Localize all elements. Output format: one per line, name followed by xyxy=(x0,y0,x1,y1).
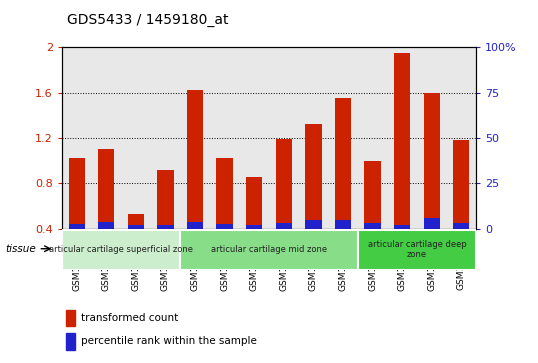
Bar xyxy=(62,229,180,270)
Bar xyxy=(305,220,322,229)
Bar xyxy=(358,47,387,229)
Bar xyxy=(187,90,203,229)
Bar xyxy=(180,229,358,270)
Bar xyxy=(453,140,470,229)
Bar xyxy=(275,139,292,229)
Bar xyxy=(157,225,174,229)
Bar xyxy=(246,176,263,229)
Bar xyxy=(417,47,447,229)
Bar xyxy=(328,47,358,229)
Text: articular cartilage superficial zone: articular cartilage superficial zone xyxy=(49,245,193,254)
Bar xyxy=(157,170,174,229)
Bar xyxy=(447,47,476,229)
Bar xyxy=(66,310,75,326)
Bar xyxy=(68,224,85,229)
Bar xyxy=(423,93,440,229)
Bar xyxy=(269,47,299,229)
Bar xyxy=(216,224,233,229)
Bar xyxy=(239,47,269,229)
Bar xyxy=(210,47,239,229)
Bar xyxy=(335,98,351,229)
Bar xyxy=(151,47,180,229)
Text: transformed count: transformed count xyxy=(81,313,178,323)
Bar xyxy=(62,47,91,229)
Text: articular cartilage mid zone: articular cartilage mid zone xyxy=(211,245,327,254)
Bar xyxy=(187,222,203,229)
Bar xyxy=(275,223,292,229)
Bar xyxy=(68,158,85,229)
Text: GDS5433 / 1459180_at: GDS5433 / 1459180_at xyxy=(67,13,229,27)
Bar xyxy=(299,47,328,229)
Bar xyxy=(423,219,440,229)
Bar xyxy=(121,47,151,229)
Bar xyxy=(98,222,115,229)
Bar xyxy=(364,160,381,229)
Bar xyxy=(216,158,233,229)
Text: tissue: tissue xyxy=(5,244,36,254)
Bar xyxy=(128,225,144,229)
Bar xyxy=(394,225,410,229)
Bar xyxy=(128,214,144,229)
Bar xyxy=(453,223,470,229)
Bar xyxy=(180,47,210,229)
Bar xyxy=(305,124,322,229)
Bar xyxy=(358,229,476,270)
Bar xyxy=(335,220,351,229)
Bar xyxy=(98,149,115,229)
Bar xyxy=(394,53,410,229)
Bar xyxy=(364,223,381,229)
Bar xyxy=(246,225,263,229)
Bar xyxy=(91,47,121,229)
Text: percentile rank within the sample: percentile rank within the sample xyxy=(81,336,257,346)
Bar xyxy=(66,333,75,350)
Bar xyxy=(387,47,417,229)
Text: articular cartilage deep
zone: articular cartilage deep zone xyxy=(367,240,466,259)
